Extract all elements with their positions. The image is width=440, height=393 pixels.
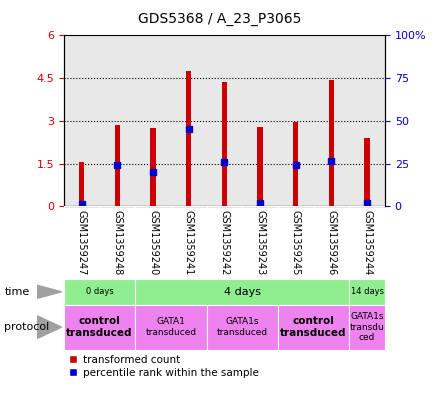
Text: GDS5368 / A_23_P3065: GDS5368 / A_23_P3065	[138, 11, 302, 26]
Text: GSM1359244: GSM1359244	[362, 210, 372, 275]
Bar	[135, 279, 349, 305]
Bar	[64, 279, 135, 305]
Bar	[293, 122, 298, 206]
Bar	[64, 305, 135, 350]
Text: time: time	[4, 287, 29, 297]
Text: 4 days: 4 days	[224, 287, 261, 297]
Text: protocol: protocol	[4, 322, 50, 332]
Text: GSM1359248: GSM1359248	[112, 210, 122, 275]
Bar	[206, 305, 278, 350]
Bar	[257, 127, 263, 206]
Text: GSM1359243: GSM1359243	[255, 210, 265, 275]
Bar	[329, 79, 334, 206]
Text: GSM1359246: GSM1359246	[326, 210, 337, 275]
Text: control
transduced: control transduced	[66, 316, 133, 338]
Text: GSM1359240: GSM1359240	[148, 210, 158, 275]
Bar	[135, 305, 206, 350]
Bar	[222, 83, 227, 206]
Bar	[349, 305, 385, 350]
Bar	[79, 162, 84, 206]
Text: 14 days: 14 days	[351, 287, 384, 296]
Text: GATA1s
transdu
ced: GATA1s transdu ced	[350, 312, 385, 342]
Polygon shape	[37, 316, 62, 338]
Bar	[278, 305, 349, 350]
Legend: transformed count, percentile rank within the sample: transformed count, percentile rank withi…	[69, 355, 258, 378]
Text: GSM1359241: GSM1359241	[184, 210, 194, 275]
Bar	[150, 128, 156, 206]
Text: GATA1
transduced: GATA1 transduced	[145, 318, 196, 337]
Bar	[186, 71, 191, 206]
Text: GATA1s
transduced: GATA1s transduced	[216, 318, 268, 337]
Bar	[364, 138, 370, 206]
Bar	[349, 279, 385, 305]
Polygon shape	[37, 285, 62, 298]
Text: GSM1359242: GSM1359242	[220, 210, 229, 275]
Text: control
transduced: control transduced	[280, 316, 347, 338]
Text: 0 days: 0 days	[86, 287, 114, 296]
Text: GSM1359247: GSM1359247	[77, 210, 87, 275]
Bar	[115, 125, 120, 206]
Text: GSM1359245: GSM1359245	[291, 210, 301, 275]
